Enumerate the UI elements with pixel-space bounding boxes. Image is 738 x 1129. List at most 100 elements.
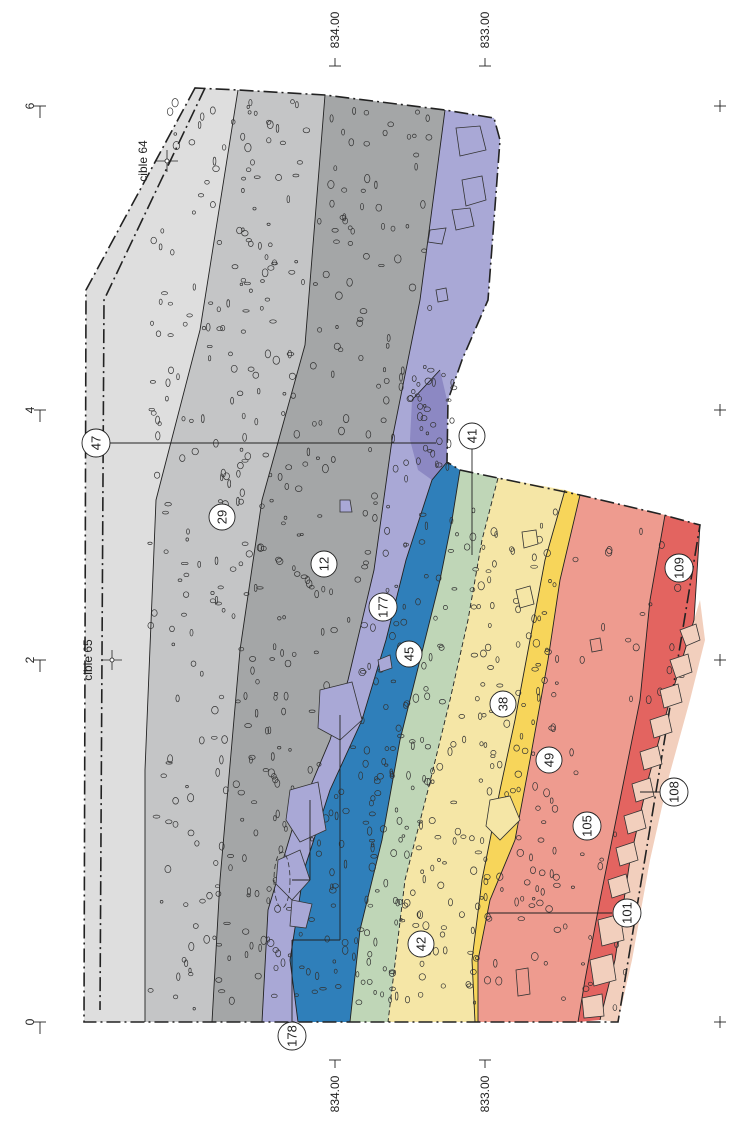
pebble — [388, 996, 393, 1003]
pebble — [211, 706, 219, 715]
pebble — [497, 760, 503, 769]
pebble — [399, 917, 403, 922]
pebble — [365, 430, 372, 439]
pebble — [363, 560, 369, 566]
pebble — [458, 911, 465, 918]
pebble — [253, 829, 259, 837]
pebble — [274, 779, 281, 788]
pebble — [366, 958, 372, 966]
pebble — [269, 498, 274, 503]
pebble — [173, 132, 178, 136]
pebble — [529, 853, 533, 862]
svg-text:42: 42 — [414, 937, 429, 951]
pebble — [194, 840, 200, 847]
pebble — [447, 549, 455, 553]
pebble — [397, 899, 403, 906]
pebble — [383, 703, 389, 711]
pebble — [405, 224, 410, 229]
pebble — [218, 499, 223, 504]
pebble — [382, 129, 388, 137]
pebble — [427, 305, 433, 311]
pebble — [320, 628, 325, 636]
pebble — [517, 916, 525, 922]
pebble — [424, 692, 431, 701]
pebble — [516, 786, 521, 793]
pebble — [364, 895, 369, 905]
pebble — [203, 935, 210, 944]
pebble — [416, 911, 421, 918]
pebble — [543, 549, 551, 558]
pebble — [362, 820, 370, 825]
pebble — [386, 504, 390, 509]
pebble — [481, 544, 486, 550]
pebble — [188, 972, 194, 977]
pebble — [410, 889, 416, 896]
layer-29-band — [145, 90, 325, 1022]
pebble — [530, 866, 536, 874]
layer-label-41: 41 — [458, 422, 486, 450]
pebble — [276, 557, 284, 565]
pebble — [256, 543, 265, 552]
pebble — [480, 682, 486, 687]
scale-tick-4: 4 — [23, 406, 46, 422]
pebble — [237, 462, 244, 470]
pebble — [366, 978, 373, 985]
pebble — [487, 665, 494, 670]
pebble — [254, 708, 259, 718]
pebble — [404, 995, 411, 1004]
pebble — [333, 165, 338, 172]
pebble — [537, 837, 545, 843]
pebble — [310, 837, 314, 842]
pebble — [181, 612, 187, 617]
pebble — [283, 515, 288, 520]
pebble — [424, 744, 431, 750]
svg-text:178: 178 — [285, 1025, 300, 1047]
pebble — [282, 821, 287, 828]
pebble — [247, 110, 252, 115]
pebble — [290, 99, 295, 105]
pebble — [465, 981, 472, 988]
pebble — [423, 574, 429, 579]
pebble — [165, 819, 173, 825]
pebble — [342, 807, 350, 815]
pebble — [172, 797, 179, 805]
pebble — [509, 546, 515, 552]
layer-top-band — [84, 88, 238, 1022]
pebble — [230, 119, 236, 125]
pebble — [335, 325, 339, 329]
pebble — [373, 937, 378, 947]
pebble — [554, 681, 559, 685]
pebble — [394, 254, 402, 264]
pebble — [165, 761, 173, 765]
pebble — [185, 537, 189, 542]
layer-label-178: 178 — [277, 1021, 307, 1051]
pebble — [357, 927, 365, 932]
pebble — [329, 114, 334, 123]
pebble — [543, 788, 550, 798]
pebble — [362, 759, 369, 768]
pebble — [181, 957, 187, 963]
pebble — [525, 632, 532, 640]
pebble — [514, 897, 519, 907]
svg-text:45: 45 — [402, 647, 417, 661]
pebble — [170, 249, 175, 256]
scale-tick-2: 2 — [23, 656, 46, 672]
pebble — [449, 517, 454, 525]
pebble — [221, 144, 227, 151]
pebble — [311, 989, 318, 994]
pebble — [249, 756, 253, 764]
pebble — [262, 452, 270, 458]
pebble — [186, 313, 193, 318]
pebble — [301, 279, 305, 286]
pebble — [253, 584, 258, 592]
pebble — [185, 785, 189, 789]
pebble — [241, 458, 249, 463]
pebble — [384, 527, 391, 535]
pebble — [258, 943, 262, 952]
pebble — [295, 101, 299, 109]
pebble — [333, 968, 338, 974]
pebble — [338, 839, 345, 848]
pebble — [548, 579, 552, 584]
pebble — [446, 439, 452, 449]
pebble — [192, 923, 199, 929]
